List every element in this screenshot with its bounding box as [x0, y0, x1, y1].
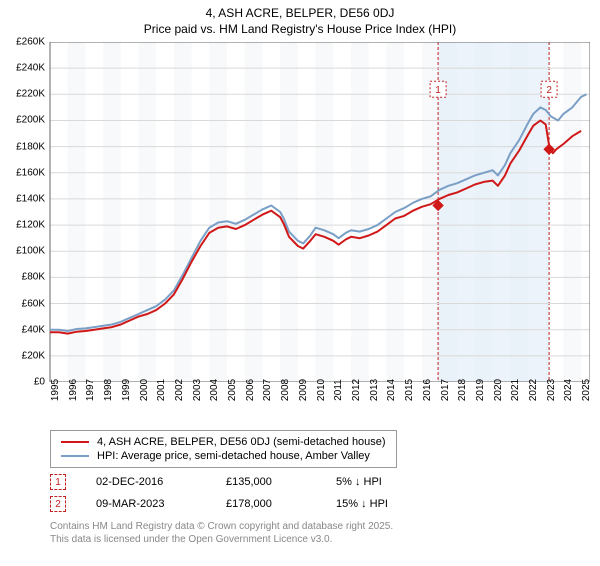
transaction-delta: 15% ↓ HPI	[336, 498, 388, 510]
x-axis-tick-label: 2003	[192, 379, 203, 401]
x-axis-tick-label: 2022	[528, 379, 539, 401]
x-axis-tick-label: 2014	[386, 379, 397, 401]
x-axis-tick-label: 1996	[68, 379, 79, 401]
x-axis-tick-label: 1997	[85, 379, 96, 401]
legend-swatch	[61, 441, 89, 443]
x-axis-tick-label: 2019	[475, 379, 486, 401]
y-axis-tick-label: £240K	[16, 63, 45, 74]
y-axis-tick-label: £40K	[22, 324, 45, 335]
legend: 4, ASH ACRE, BELPER, DE56 0DJ (semi-deta…	[50, 430, 397, 468]
x-axis-tick-label: 2017	[440, 379, 451, 401]
x-axis-tick-label: 2013	[369, 379, 380, 401]
transaction-date: 02-DEC-2016	[96, 476, 196, 488]
y-axis-tick-label: £180K	[16, 141, 45, 152]
x-axis-tick-label: 1995	[50, 379, 61, 401]
chart-container: 4, ASH ACRE, BELPER, DE56 0DJ Price paid…	[0, 6, 600, 566]
y-axis-tick-label: £0	[34, 377, 45, 388]
x-axis-tick-label: 2021	[510, 379, 521, 401]
x-axis-tick-label: 2016	[422, 379, 433, 401]
chart-area: 12 £0£20K£40K£60K£80K£100K£120K£140K£160…	[10, 42, 590, 422]
legend-item: HPI: Average price, semi-detached house,…	[61, 449, 386, 463]
legend-swatch	[61, 455, 89, 457]
x-axis-tick-label: 2000	[139, 379, 150, 401]
y-axis-tick-label: £80K	[22, 272, 45, 283]
x-axis-tick-label: 2025	[581, 379, 592, 401]
transaction-price: £135,000	[226, 476, 306, 488]
x-axis-tick-label: 2001	[156, 379, 167, 401]
chart-title-line1: 4, ASH ACRE, BELPER, DE56 0DJ	[0, 6, 600, 20]
y-axis-tick-label: £200K	[16, 115, 45, 126]
x-axis-tick-label: 2015	[404, 379, 415, 401]
legend-item: 4, ASH ACRE, BELPER, DE56 0DJ (semi-deta…	[61, 435, 386, 449]
transaction-delta: 5% ↓ HPI	[336, 476, 382, 488]
svg-text:1: 1	[435, 85, 441, 96]
y-axis-tick-label: £140K	[16, 193, 45, 204]
x-axis-tick-label: 2005	[227, 379, 238, 401]
y-axis-tick-label: £220K	[16, 89, 45, 100]
x-axis-tick-label: 2018	[457, 379, 468, 401]
x-axis-tick-label: 2004	[209, 379, 220, 401]
y-axis-tick-label: £100K	[16, 246, 45, 257]
x-axis-tick-label: 2009	[298, 379, 309, 401]
transaction-price: £178,000	[226, 498, 306, 510]
legend-label: HPI: Average price, semi-detached house,…	[97, 450, 370, 462]
attribution: Contains HM Land Registry data © Crown c…	[50, 520, 600, 546]
transaction-date: 09-MAR-2023	[96, 498, 196, 510]
x-axis-tick-label: 2020	[493, 379, 504, 401]
attribution-line: Contains HM Land Registry data © Crown c…	[50, 520, 600, 533]
marker-badge: 1	[50, 474, 66, 490]
x-axis-tick-label: 2011	[333, 379, 344, 401]
x-axis-tick-label: 1999	[121, 379, 132, 401]
y-axis-tick-label: £260K	[16, 37, 45, 48]
y-axis-tick-label: £160K	[16, 167, 45, 178]
svg-text:2: 2	[546, 85, 552, 96]
x-axis-tick-label: 2006	[245, 379, 256, 401]
x-axis-tick-label: 2010	[316, 379, 327, 401]
attribution-line: This data is licensed under the Open Gov…	[50, 533, 600, 546]
x-axis-tick-label: 1998	[103, 379, 114, 401]
x-axis-tick-label: 2002	[174, 379, 185, 401]
y-axis-tick-label: £120K	[16, 220, 45, 231]
legend-label: 4, ASH ACRE, BELPER, DE56 0DJ (semi-deta…	[97, 436, 386, 448]
x-axis-tick-label: 2008	[280, 379, 291, 401]
x-axis-tick-label: 2024	[563, 379, 574, 401]
x-axis-tick-label: 2012	[351, 379, 362, 401]
x-axis-tick-label: 2007	[262, 379, 273, 401]
transaction-row: 1 02-DEC-2016 £135,000 5% ↓ HPI	[50, 474, 600, 490]
chart-svg: 12	[10, 42, 590, 382]
y-axis-tick-label: £20K	[22, 350, 45, 361]
chart-title-line2: Price paid vs. HM Land Registry's House …	[0, 22, 600, 36]
x-axis-tick-label: 2023	[546, 379, 557, 401]
transaction-row: 2 09-MAR-2023 £178,000 15% ↓ HPI	[50, 496, 600, 512]
y-axis-tick-label: £60K	[22, 298, 45, 309]
marker-badge: 2	[50, 496, 66, 512]
